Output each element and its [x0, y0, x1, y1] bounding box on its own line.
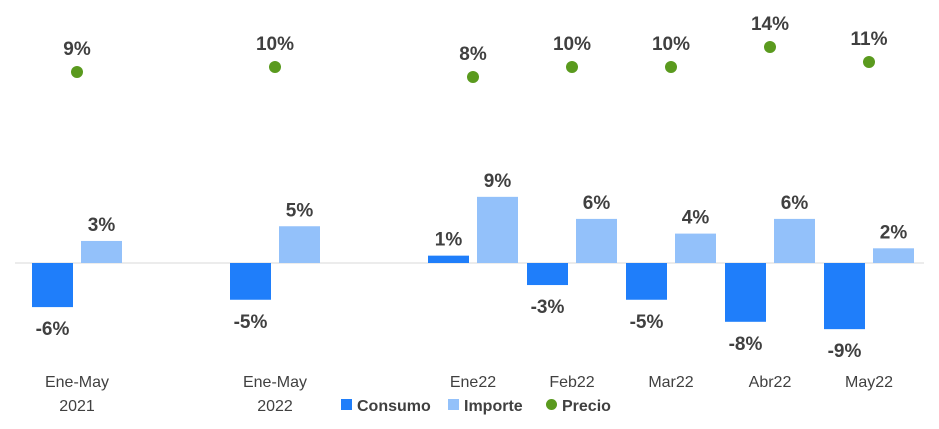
importe-bar-5 — [774, 218, 815, 263]
importe-bar-4 — [675, 233, 716, 263]
precio-data-label-3: 10% — [553, 34, 591, 55]
consumo-data-label-1: -5% — [234, 312, 268, 333]
legend-label-importe: Importe — [464, 398, 523, 415]
x-tick-label-0-line-1: 2021 — [59, 398, 95, 415]
consumo-bar-5 — [725, 263, 766, 322]
precio-data-label-6: 11% — [851, 29, 888, 50]
importe-data-label-5: 6% — [781, 193, 809, 214]
precio-data-label-5: 14% — [751, 14, 789, 35]
precio-point-6 — [863, 56, 875, 68]
precio-point-1 — [269, 61, 281, 73]
importe-bar-1 — [279, 226, 320, 263]
precio-point-5 — [764, 41, 776, 53]
importe-bar-2 — [477, 196, 518, 263]
importe-data-label-6: 2% — [880, 222, 908, 243]
precio-data-label-2: 8% — [459, 44, 487, 65]
importe-bar-6 — [873, 248, 914, 263]
consumo-bar-0 — [32, 263, 73, 308]
consumo-bar-4 — [626, 263, 667, 300]
consumo-data-label-5: -8% — [729, 334, 763, 355]
x-tick-label-0: Ene-May — [45, 374, 109, 391]
precio-data-label-4: 10% — [652, 34, 690, 55]
importe-bar-3 — [576, 218, 617, 263]
precio-data-label-0: 9% — [63, 39, 91, 60]
consumo-bar-1 — [230, 263, 271, 300]
precio-data-label-1: 10% — [256, 34, 294, 55]
importe-data-label-2: 9% — [484, 171, 512, 192]
x-tick-label-2: Ene22 — [450, 374, 496, 391]
legend-label-precio: Precio — [562, 398, 611, 415]
x-tick-layer: Ene-May 2021 Ene-May 2022 Ene22 Feb22 Mar22 Abr… — [45, 374, 893, 415]
consumo-data-label-2: 1% — [435, 230, 463, 251]
legend-swatch-consumo — [341, 399, 352, 410]
x-tick-label-5: Abr22 — [749, 374, 792, 391]
precio-point-0 — [71, 66, 83, 78]
importe-data-label-3: 6% — [583, 193, 611, 214]
precio-point-3 — [566, 61, 578, 73]
consumo-bar-3 — [527, 263, 568, 286]
consumo-bar-2 — [428, 255, 469, 263]
x-tick-label-3: Feb22 — [549, 374, 594, 391]
consumo-data-label-6: -9% — [828, 341, 862, 362]
consumo-data-label-0: -6% — [36, 319, 70, 340]
x-tick-label-1-line-1: 2022 — [257, 398, 293, 415]
data-label-layer: -6% 3% 9% -5% 5% 10% 1% 9% 8% -3% 6% 10% -5% 4% 10% -8%… — [36, 14, 908, 362]
precio-point-4 — [665, 61, 677, 73]
importe-data-label-4: 4% — [682, 208, 710, 229]
legend: Consumo Importe Precio — [341, 398, 611, 415]
importe-bar-0 — [81, 240, 122, 263]
legend-swatch-importe — [448, 399, 459, 410]
consumo-data-label-3: -3% — [531, 297, 565, 318]
legend-swatch-precio — [546, 399, 557, 410]
x-tick-label-1: Ene-May — [243, 374, 307, 391]
consumo-data-label-4: -5% — [630, 312, 664, 333]
importe-data-label-1: 5% — [286, 200, 314, 221]
importe-data-label-0: 3% — [88, 215, 116, 236]
legend-label-consumo: Consumo — [357, 398, 431, 415]
x-tick-label-6: May22 — [845, 374, 893, 391]
consumo-bar-6 — [824, 263, 865, 330]
precio-point-2 — [467, 71, 479, 83]
x-tick-label-4: Mar22 — [648, 374, 693, 391]
bar-layer — [32, 196, 914, 330]
point-layer — [71, 41, 875, 83]
